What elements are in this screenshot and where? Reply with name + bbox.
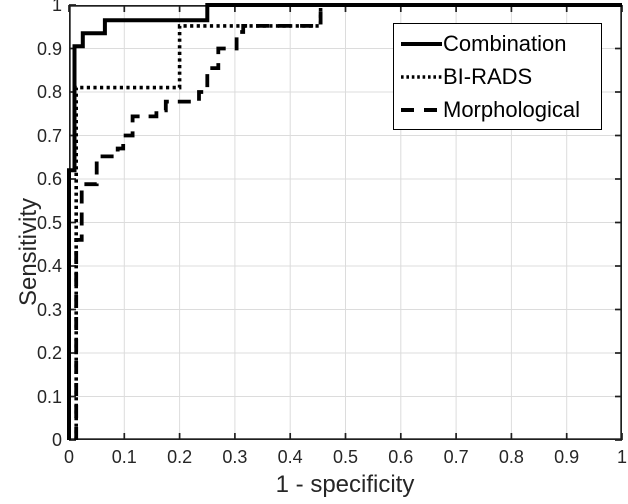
solid-line-icon (401, 39, 442, 49)
legend-entry-combination: Combination (401, 28, 601, 59)
legend-entry-morphological: Morphological (401, 94, 601, 125)
y-tick-label: 0.6 (36, 169, 62, 189)
x-tick-label: 0.1 (111, 447, 137, 467)
y-tick-label: 1 (51, 0, 62, 15)
y-tick-label: 0 (51, 430, 62, 450)
y-tick-label: 0.4 (36, 256, 62, 276)
y-tick-label: 0.8 (36, 82, 62, 102)
y-tick-label: 0.5 (36, 212, 62, 233)
y-tick-label: 0.2 (36, 343, 62, 363)
series-path-combination (67, 3, 622, 440)
x-tick-label: 0.9 (554, 447, 580, 467)
y-axis-label: Sensitivity (15, 197, 42, 307)
x-tick-label: 0.2 (167, 447, 193, 467)
legend-label-combination: Combination (443, 30, 567, 56)
y-tick-label: 0.3 (36, 299, 62, 320)
dashed-line-icon (401, 105, 442, 115)
y-tick-label: 0.1 (36, 386, 62, 407)
x-tick-label: 0.6 (388, 447, 414, 467)
legend-box: Combination BI-RADS Morphological (393, 23, 602, 130)
x-tick-label: 1 (616, 447, 628, 467)
y-tick-label: 0.9 (36, 38, 62, 59)
x-axis-label: 1 - specificity (275, 471, 415, 498)
dotted-line-icon (401, 72, 442, 82)
legend-label-birads: BI-RADS (443, 63, 533, 89)
x-tick-label: 0 (63, 447, 75, 467)
y-tick-label: 0.7 (36, 125, 62, 146)
x-tick-label: 0.5 (332, 447, 359, 467)
x-tick-label: 0.8 (498, 447, 524, 467)
legend-label-morphological: Morphological (443, 96, 580, 122)
x-tick-label: 0.4 (277, 447, 303, 467)
x-tick-label: 0.3 (222, 447, 248, 467)
x-tick-label: 0.7 (443, 447, 469, 467)
series-path-morphological (74, 3, 622, 440)
legend-entry-birads: BI-RADS (401, 61, 601, 92)
